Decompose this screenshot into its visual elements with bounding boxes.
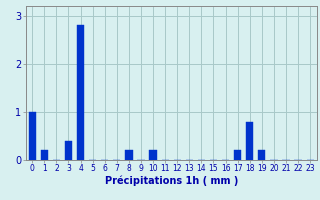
Bar: [77, 25, 84, 160]
Bar: [149, 150, 157, 160]
X-axis label: Précipitations 1h ( mm ): Précipitations 1h ( mm ): [105, 176, 238, 186]
Bar: [246, 121, 253, 160]
Bar: [28, 112, 36, 160]
Bar: [258, 150, 266, 160]
Bar: [125, 150, 132, 160]
Bar: [65, 141, 72, 160]
Bar: [41, 150, 48, 160]
Bar: [234, 150, 241, 160]
